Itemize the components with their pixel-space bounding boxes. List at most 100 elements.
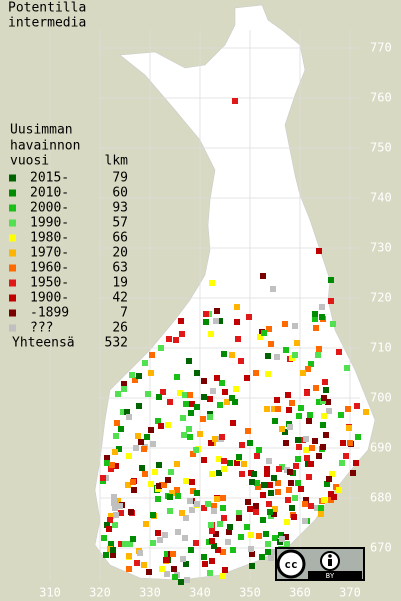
observation	[313, 325, 319, 331]
observation	[201, 394, 207, 400]
observation	[183, 478, 189, 484]
legend-label: ???	[30, 321, 53, 336]
observation	[325, 399, 331, 405]
observation	[274, 397, 280, 403]
observation	[118, 510, 124, 516]
legend-count: 63	[112, 261, 128, 276]
y-label: 750	[370, 141, 392, 155]
observation	[295, 480, 301, 486]
observation	[257, 334, 263, 340]
observation	[221, 515, 227, 521]
observation	[234, 460, 240, 466]
observation	[236, 454, 242, 460]
observation	[260, 517, 266, 523]
observation	[279, 426, 285, 432]
observation	[169, 490, 175, 496]
observation	[232, 399, 238, 405]
observation	[148, 481, 154, 487]
license-icon: cc	[284, 558, 297, 571]
observation	[136, 403, 142, 409]
legend-count: 42	[112, 291, 128, 306]
observation	[309, 445, 315, 451]
observation	[167, 399, 173, 405]
legend-swatch	[9, 324, 16, 332]
observation	[187, 498, 193, 504]
observation	[144, 434, 150, 440]
observation	[323, 387, 329, 393]
observation	[268, 490, 274, 496]
observation	[324, 481, 330, 487]
observation	[226, 529, 232, 535]
observation	[179, 510, 185, 516]
legend-count: 57	[112, 216, 128, 231]
observation	[289, 505, 295, 511]
observation	[157, 537, 163, 543]
observation	[363, 409, 369, 415]
observation	[321, 413, 327, 419]
observation	[302, 518, 308, 524]
observation	[158, 345, 164, 351]
legend-header: lkm	[105, 154, 129, 169]
observation	[165, 422, 171, 428]
observation	[289, 400, 295, 406]
observation	[222, 389, 228, 395]
legend-count: 26	[112, 321, 128, 336]
legend-swatch	[9, 294, 16, 302]
observation	[120, 409, 126, 415]
observation	[104, 460, 110, 466]
observation	[261, 482, 267, 488]
observation	[292, 323, 298, 329]
observation	[189, 507, 195, 513]
observation	[121, 386, 127, 392]
observation	[139, 465, 145, 471]
observation	[126, 566, 132, 572]
legend-swatch	[9, 249, 16, 257]
observation	[110, 552, 116, 558]
observation	[268, 341, 274, 347]
observation	[125, 482, 131, 488]
observation	[266, 326, 272, 332]
observation	[194, 490, 200, 496]
observation	[295, 437, 301, 443]
observation	[265, 353, 271, 359]
observation	[178, 579, 184, 585]
observation	[308, 461, 314, 467]
observation	[124, 409, 130, 415]
observation	[141, 562, 147, 568]
observation	[322, 379, 328, 385]
observation	[201, 554, 207, 560]
observation	[328, 298, 334, 304]
observation	[319, 314, 325, 320]
observation	[283, 440, 289, 446]
observation	[208, 331, 214, 337]
observation	[118, 541, 124, 547]
observation	[283, 534, 289, 540]
observation	[141, 446, 147, 452]
observation	[180, 556, 186, 562]
observation	[254, 480, 260, 486]
observation	[101, 535, 107, 541]
observation	[296, 444, 302, 450]
observation	[130, 536, 136, 542]
observation	[260, 273, 266, 279]
observation	[100, 475, 106, 481]
observation	[112, 505, 118, 511]
observation	[156, 483, 162, 489]
observation	[182, 535, 188, 541]
observation	[245, 428, 251, 434]
observation	[110, 547, 116, 553]
observation	[156, 462, 162, 468]
observation	[308, 503, 314, 509]
legend-label: 1980-	[30, 231, 69, 246]
observation	[214, 308, 220, 314]
observation	[305, 366, 311, 372]
observation	[244, 375, 250, 381]
legend-label: 2010-	[30, 186, 69, 201]
observation	[313, 385, 319, 391]
observation	[103, 552, 109, 558]
observation	[233, 386, 239, 392]
observation	[180, 415, 186, 421]
observation	[326, 476, 332, 482]
observation	[209, 471, 215, 477]
